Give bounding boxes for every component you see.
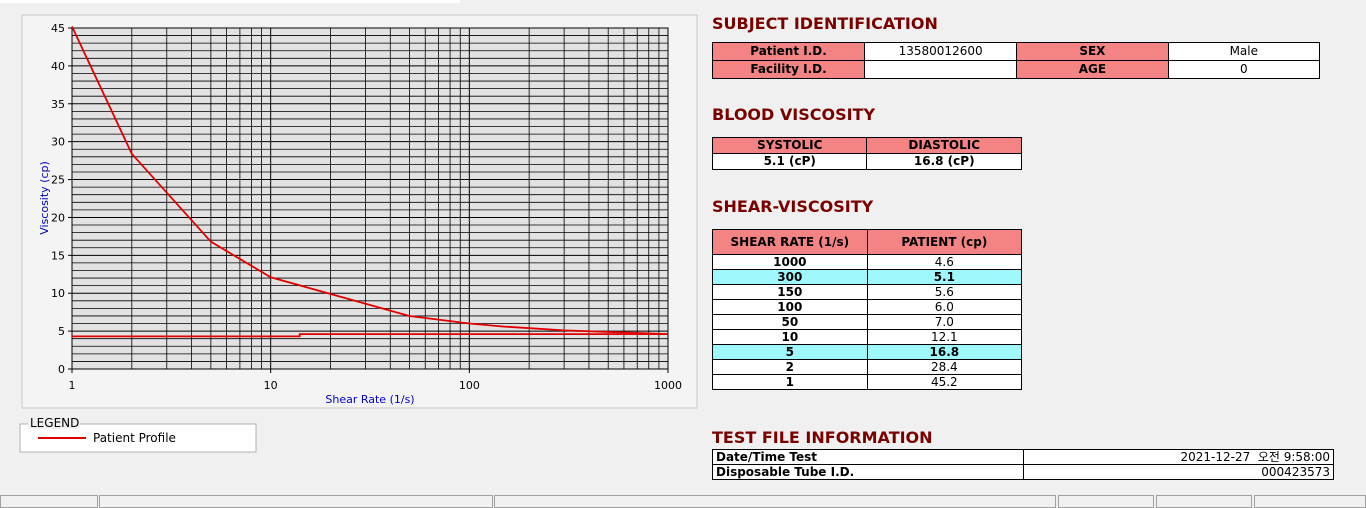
- table-cell: 10: [712, 329, 868, 345]
- table-row: 10 12.1: [712, 329, 1023, 345]
- table-cell: Facility I.D.: [711, 60, 866, 79]
- legend-title-bg: [28, 417, 80, 429]
- status-cell: [0, 495, 98, 508]
- table: Date/Time Test 2021-12-27 오전 9:58:00 Dispo…: [712, 449, 1334, 480]
- x-axis-label: Shear Rate (1/s): [325, 393, 414, 406]
- status-cell: [99, 495, 493, 508]
- y-tick-label: 30: [51, 136, 65, 149]
- table-cell: 45.2: [866, 374, 1023, 390]
- table-cell: SHEAR RATE (1/s): [712, 229, 868, 255]
- section-title: SUBJECT IDENTIFICATION: [712, 14, 938, 33]
- y-tick-label: 40: [51, 60, 65, 73]
- x-tick-label: 100: [459, 379, 480, 392]
- y-axis-label: Viscosity (cp): [38, 161, 51, 235]
- section-title: TEST FILE INFORMATION: [712, 428, 933, 447]
- table: Patient I.D. 13580012600 SEX Male Facility I…: [711, 42, 1321, 79]
- table: SYSTOLIC DIASTOLIC 5.1 (cP) 16.8 (cP): [711, 137, 1022, 170]
- table-row: Disposable Tube I.D. 000423573: [712, 464, 1334, 480]
- x-tick-label: 1: [69, 379, 76, 392]
- table-cell: [864, 60, 1018, 79]
- table-cell: 2021-12-27 오전 9:58:00: [1023, 449, 1334, 465]
- legend-title: LEGEND: [30, 416, 79, 430]
- table-cell: 150: [712, 284, 868, 300]
- table-cell: 28.4: [866, 359, 1023, 375]
- y-tick-label: 20: [51, 211, 65, 224]
- table-cell: SEX: [1016, 42, 1169, 61]
- table-cell: 300: [712, 269, 868, 285]
- top-strip: [0, 0, 460, 3]
- plot-area: [72, 28, 668, 369]
- table-cell: 50: [712, 314, 868, 330]
- y-tick-label: 45: [51, 22, 65, 35]
- table-cell: DIASTOLIC: [866, 137, 1022, 154]
- table-cell: 1: [712, 374, 868, 390]
- table-row: 5 16.8: [712, 344, 1023, 360]
- table-row: Facility I.D. AGE 0: [711, 60, 1321, 79]
- x-tick-label: 10: [264, 379, 278, 392]
- table: SHEAR RATE (1/s) PATIENT (cp) 1000 4.6 300 5.…: [712, 229, 1023, 390]
- status-cell: [1156, 495, 1252, 508]
- table-row: 300 5.1: [712, 269, 1023, 285]
- table-cell: 7.0: [866, 314, 1023, 330]
- table-cell: 2: [712, 359, 868, 375]
- data-line: [72, 333, 668, 338]
- table-row: 1000 4.6: [712, 254, 1023, 270]
- table-cell: 5.6: [866, 284, 1023, 300]
- table-cell: 4.6: [866, 254, 1023, 270]
- table-cell: 16.8: [866, 344, 1023, 360]
- y-tick-label: 15: [51, 249, 65, 262]
- table-cell: 000423573: [1023, 464, 1334, 480]
- table-row: 2 28.4: [712, 359, 1023, 375]
- table-row: Patient I.D. 13580012600 SEX Male: [711, 42, 1321, 61]
- y-tick-label: 5: [58, 325, 65, 338]
- chart: Shear Rate (1/s) Viscosity (cp) LEGEND 0…: [19, 14, 698, 453]
- status-cell: [1058, 495, 1154, 508]
- table-cell: 5.1 (cP): [711, 153, 868, 170]
- table-cell: PATIENT (cp): [866, 229, 1023, 255]
- table-cell: 13580012600: [864, 42, 1018, 61]
- section-title: BLOOD VISCOSITY: [712, 105, 876, 124]
- table-cell: 5: [712, 344, 868, 360]
- table-cell: Patient I.D.: [711, 42, 866, 61]
- y-tick-label: 25: [51, 174, 65, 187]
- status-cell: [1254, 495, 1366, 508]
- table-cell: 1000: [712, 254, 868, 270]
- plot-frame: [71, 27, 669, 370]
- table-cell: 100: [712, 299, 868, 315]
- table-row: Date/Time Test 2021-12-27 오전 9:58:00: [712, 449, 1334, 465]
- table-cell: 16.8 (cP): [866, 153, 1022, 170]
- section-title: SHEAR-VISCOSITY: [712, 197, 874, 216]
- table-cell: 6.0: [866, 299, 1023, 315]
- data-line: [71, 26, 669, 335]
- table-cell: AGE: [1016, 60, 1169, 79]
- table-row: 1 45.2: [712, 374, 1023, 390]
- table-row: 50 7.0: [712, 314, 1023, 330]
- status-cell: [494, 495, 1056, 508]
- legend-label: Patient Profile: [93, 431, 176, 445]
- table-row: 100 6.0: [712, 299, 1023, 315]
- y-tick-label: 35: [51, 98, 65, 111]
- x-tick-label: 1000: [654, 379, 682, 392]
- table-cell: 5.1: [866, 269, 1023, 285]
- table-row: SHEAR RATE (1/s) PATIENT (cp): [712, 229, 1023, 255]
- y-tick-label: 10: [51, 287, 65, 300]
- table-row: 5.1 (cP) 16.8 (cP): [711, 153, 1022, 170]
- y-tick-label: 0: [58, 363, 65, 376]
- table-row: 150 5.6: [712, 284, 1023, 300]
- table-cell: 0: [1167, 60, 1321, 79]
- table-row: SYSTOLIC DIASTOLIC: [711, 137, 1022, 154]
- table-cell: SYSTOLIC: [711, 137, 868, 154]
- table-cell: Male: [1167, 42, 1321, 61]
- table-cell: Date/Time Test: [712, 449, 1024, 465]
- table-cell: Disposable Tube I.D.: [712, 464, 1024, 480]
- table-cell: 12.1: [866, 329, 1023, 345]
